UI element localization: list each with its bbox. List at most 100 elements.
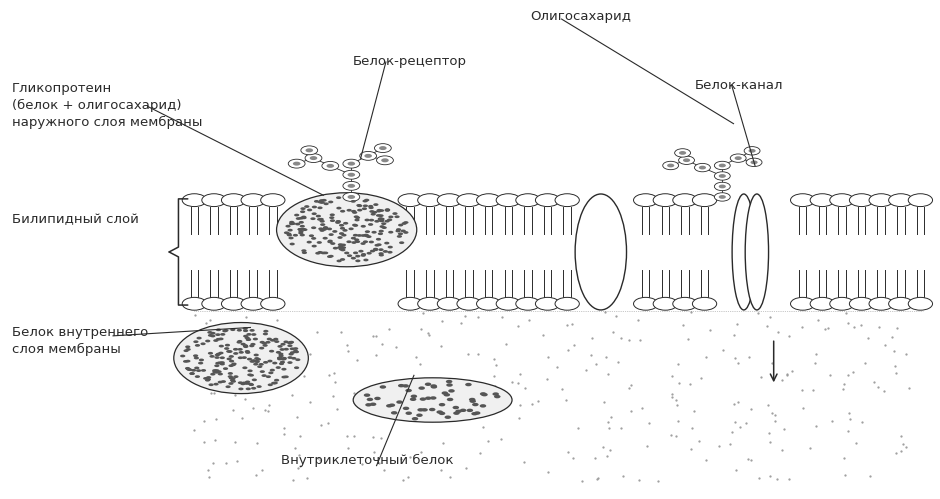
Text: Белок-рецептор: Белок-рецептор bbox=[353, 54, 467, 67]
Circle shape bbox=[218, 373, 223, 375]
Circle shape bbox=[281, 376, 287, 378]
Circle shape bbox=[405, 389, 412, 392]
Circle shape bbox=[430, 396, 436, 400]
Circle shape bbox=[352, 251, 358, 254]
Ellipse shape bbox=[745, 194, 769, 310]
Circle shape bbox=[195, 375, 200, 378]
Circle shape bbox=[185, 367, 190, 370]
Circle shape bbox=[387, 219, 392, 221]
Circle shape bbox=[357, 234, 362, 237]
Circle shape bbox=[237, 329, 242, 332]
Circle shape bbox=[246, 333, 252, 336]
Circle shape bbox=[382, 158, 389, 162]
Circle shape bbox=[398, 384, 404, 387]
Circle shape bbox=[274, 379, 279, 382]
Circle shape bbox=[213, 383, 219, 386]
Circle shape bbox=[215, 333, 221, 336]
Circle shape bbox=[431, 384, 437, 388]
Circle shape bbox=[238, 356, 243, 359]
Circle shape bbox=[266, 375, 271, 378]
Circle shape bbox=[249, 383, 254, 386]
Circle shape bbox=[295, 223, 301, 226]
Circle shape bbox=[301, 207, 306, 210]
Circle shape bbox=[888, 297, 913, 310]
Circle shape bbox=[384, 208, 390, 211]
Circle shape bbox=[398, 233, 403, 235]
Circle shape bbox=[247, 358, 252, 360]
Circle shape bbox=[365, 230, 370, 233]
Circle shape bbox=[337, 243, 343, 246]
Circle shape bbox=[288, 356, 292, 359]
Circle shape bbox=[302, 250, 306, 252]
Circle shape bbox=[374, 397, 381, 400]
Circle shape bbox=[245, 388, 251, 390]
Circle shape bbox=[228, 382, 233, 385]
Circle shape bbox=[294, 366, 299, 369]
Circle shape bbox=[714, 193, 730, 201]
Circle shape bbox=[348, 173, 355, 177]
Circle shape bbox=[182, 194, 207, 207]
Circle shape bbox=[212, 369, 217, 372]
Circle shape bbox=[311, 237, 316, 240]
Circle shape bbox=[273, 382, 278, 384]
Circle shape bbox=[398, 194, 422, 207]
Circle shape bbox=[364, 199, 369, 202]
Circle shape bbox=[496, 297, 521, 310]
Circle shape bbox=[377, 156, 393, 165]
Circle shape bbox=[444, 393, 450, 397]
Circle shape bbox=[466, 409, 473, 412]
Circle shape bbox=[347, 209, 352, 212]
Circle shape bbox=[398, 297, 422, 310]
Circle shape bbox=[384, 220, 390, 223]
Circle shape bbox=[356, 204, 362, 207]
Ellipse shape bbox=[575, 194, 627, 310]
Circle shape bbox=[230, 380, 236, 383]
Circle shape bbox=[746, 158, 762, 167]
Circle shape bbox=[908, 194, 932, 207]
Circle shape bbox=[719, 195, 726, 199]
Circle shape bbox=[791, 194, 815, 207]
Circle shape bbox=[446, 398, 453, 401]
Circle shape bbox=[376, 244, 382, 246]
Circle shape bbox=[330, 242, 336, 245]
Circle shape bbox=[330, 214, 335, 216]
Circle shape bbox=[634, 297, 658, 310]
Text: Белок внутреннего
слоя мембраны: Белок внутреннего слоя мембраны bbox=[12, 326, 149, 356]
Circle shape bbox=[396, 228, 401, 231]
Circle shape bbox=[850, 297, 873, 310]
Circle shape bbox=[419, 397, 426, 401]
Circle shape bbox=[402, 407, 409, 410]
Circle shape bbox=[237, 340, 243, 343]
Circle shape bbox=[238, 381, 243, 384]
Circle shape bbox=[249, 344, 255, 347]
Circle shape bbox=[251, 387, 257, 390]
Circle shape bbox=[301, 146, 318, 155]
Circle shape bbox=[226, 385, 230, 388]
Circle shape bbox=[368, 223, 373, 226]
Circle shape bbox=[338, 248, 344, 250]
Circle shape bbox=[214, 364, 219, 367]
Circle shape bbox=[251, 360, 257, 362]
Circle shape bbox=[653, 297, 678, 310]
Circle shape bbox=[328, 233, 334, 236]
Circle shape bbox=[194, 340, 198, 343]
Circle shape bbox=[306, 241, 312, 244]
Circle shape bbox=[373, 249, 378, 251]
Circle shape bbox=[372, 211, 377, 214]
Circle shape bbox=[719, 164, 726, 167]
Circle shape bbox=[446, 380, 452, 383]
Circle shape bbox=[673, 194, 697, 207]
Text: Внутриклеточный белок: Внутриклеточный белок bbox=[281, 454, 453, 467]
Circle shape bbox=[386, 404, 393, 408]
Circle shape bbox=[830, 194, 854, 207]
Circle shape bbox=[317, 218, 322, 221]
Circle shape bbox=[397, 235, 402, 238]
Circle shape bbox=[239, 351, 243, 354]
Circle shape bbox=[271, 382, 276, 385]
Circle shape bbox=[888, 194, 913, 207]
Circle shape bbox=[370, 213, 376, 216]
Circle shape bbox=[363, 241, 368, 243]
Circle shape bbox=[246, 338, 251, 341]
Circle shape bbox=[321, 228, 327, 231]
Circle shape bbox=[245, 351, 250, 354]
